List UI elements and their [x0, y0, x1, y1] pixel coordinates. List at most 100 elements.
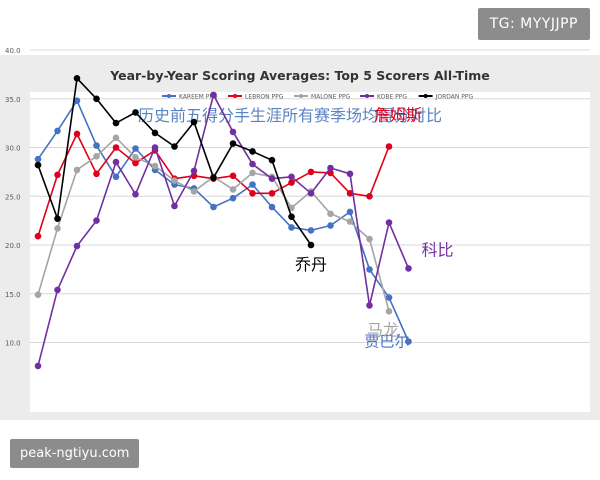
data-point [366, 302, 373, 309]
data-point [307, 168, 315, 176]
data-point [93, 217, 100, 224]
chart-title: Year-by-Year Scoring Averages: Top 5 Sco… [109, 68, 490, 83]
data-point [34, 155, 42, 163]
series-end-label: 贾巴尔 [365, 333, 410, 351]
data-point [54, 225, 61, 232]
data-point [346, 170, 354, 178]
data-point [34, 362, 42, 370]
legend-marker [233, 94, 237, 98]
legend-label: MALONE PPG [311, 94, 351, 101]
legend-marker [365, 94, 369, 98]
legend-label: KAREEM PPG [179, 94, 218, 101]
data-point [151, 129, 159, 137]
data-point [366, 266, 373, 273]
data-point [112, 144, 120, 151]
data-point [93, 153, 100, 160]
data-point [229, 194, 237, 202]
data-point [93, 170, 100, 178]
data-point [112, 119, 120, 127]
data-point [249, 148, 256, 155]
data-point [190, 188, 198, 195]
data-point [249, 190, 256, 197]
data-point [210, 203, 217, 211]
data-point [93, 142, 100, 149]
legend-label: KOBE PPG [377, 94, 407, 101]
data-point [132, 109, 139, 116]
chart-subtitle: 历史前五得分手生涯所有赛季场均得分对比 [138, 106, 442, 125]
data-point [190, 167, 198, 175]
data-point [268, 156, 276, 164]
data-point [307, 227, 315, 234]
data-point [405, 265, 412, 272]
data-point [112, 158, 120, 166]
y-tick-label: 20.0 [5, 242, 21, 250]
y-tick-label: 15.0 [5, 291, 21, 299]
y-tick-label: 30.0 [5, 145, 21, 153]
y-tick-label: 35.0 [5, 96, 21, 104]
data-point [288, 224, 295, 231]
data-point [171, 143, 178, 150]
data-point [268, 175, 276, 182]
legend: KAREEM PPG LEBRON PPG MALONE PPG KOBE PPG JO… [162, 94, 474, 101]
data-point [34, 161, 42, 169]
watermark-top: TG: MYYJJPP [477, 8, 590, 40]
data-point [132, 154, 139, 161]
y-tick-label: 40.0 [5, 47, 21, 55]
data-point [249, 181, 256, 188]
data-point [385, 219, 393, 226]
y-tick-label: 10.0 [5, 340, 21, 348]
series-group [34, 75, 412, 370]
data-point [229, 172, 237, 180]
data-point [346, 208, 354, 216]
data-point [73, 97, 81, 104]
data-point [268, 190, 276, 197]
data-point [73, 166, 81, 174]
data-point [405, 338, 412, 345]
legend-marker [299, 94, 303, 98]
legend-marker [167, 94, 171, 98]
series-end-label: 乔丹 [295, 255, 327, 274]
data-point [366, 235, 373, 243]
data-point [210, 174, 217, 181]
data-point [54, 127, 61, 135]
data-point [93, 95, 100, 103]
data-point [112, 173, 120, 181]
data-point [229, 140, 237, 147]
data-point [288, 179, 295, 186]
series-end-label: 詹姆斯 [374, 106, 422, 125]
data-point [249, 169, 256, 177]
data-point [346, 190, 354, 197]
data-point [307, 190, 315, 197]
data-point [112, 134, 120, 142]
series-kobe [34, 91, 412, 370]
data-point [210, 91, 217, 99]
series-jordan [34, 75, 315, 249]
grid: 10.0 15.0 20.0 25.0 30.0 35.0 40.0 [5, 47, 590, 348]
data-point [327, 164, 334, 172]
legend-label: LEBRON PPG [245, 94, 284, 101]
data-point [54, 215, 61, 222]
series-line [37, 99, 410, 342]
data-point [34, 291, 42, 299]
series-end-label: 马龙 [367, 320, 399, 339]
data-point [327, 210, 334, 218]
data-point [34, 232, 42, 240]
data-point [385, 308, 393, 315]
data-point [73, 242, 81, 250]
legend-marker [423, 94, 428, 98]
series-line [37, 94, 410, 367]
data-point [385, 294, 393, 301]
data-point [171, 177, 178, 184]
watermark-bottom: peak-ngtiyu.com [10, 439, 140, 468]
series-kareem [34, 97, 412, 345]
data-point [171, 202, 178, 210]
data-point [229, 128, 237, 136]
data-point [151, 162, 159, 170]
y-tick-label: 25.0 [5, 193, 21, 201]
data-point [366, 193, 373, 200]
data-point [288, 213, 295, 220]
data-point [288, 173, 295, 181]
data-point [132, 191, 139, 198]
